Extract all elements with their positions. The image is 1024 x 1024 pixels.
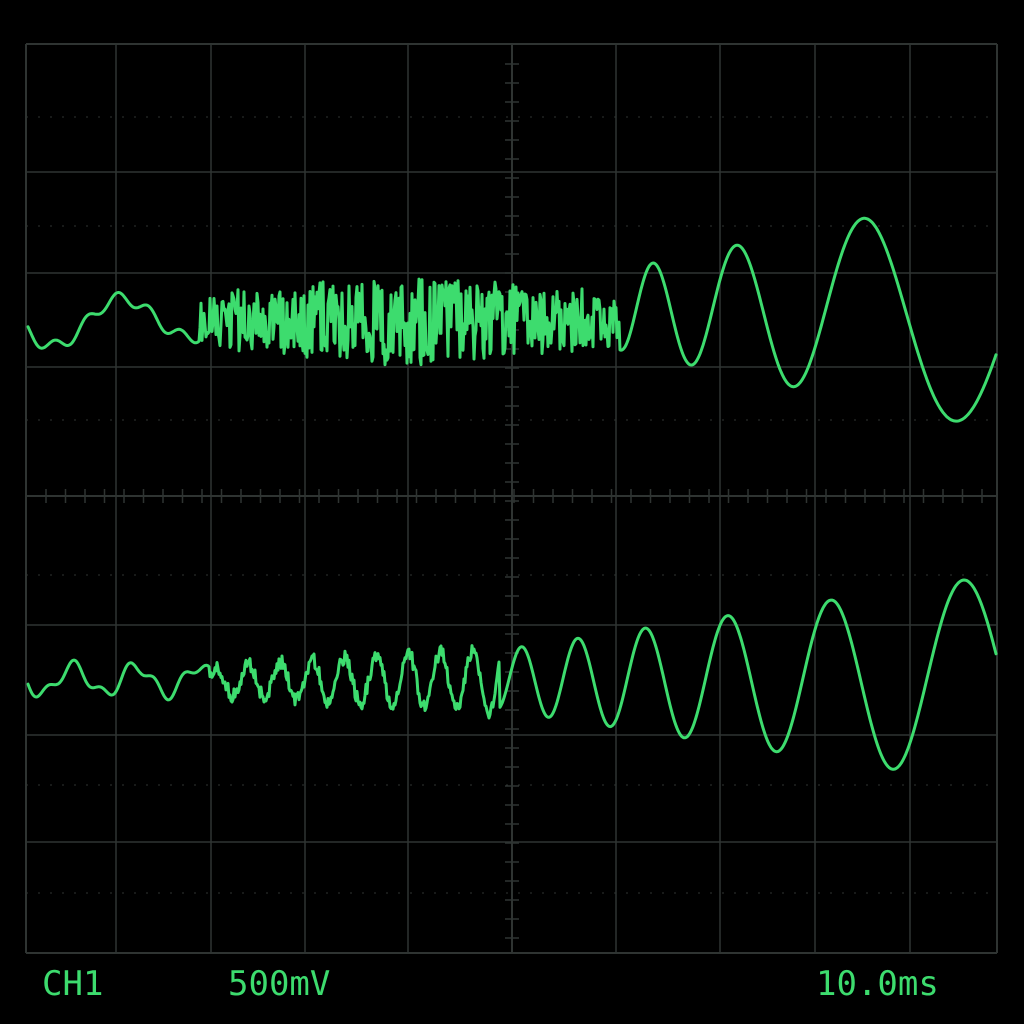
- graticule-grid: [25, 43, 998, 954]
- lower-trace: [26, 578, 998, 771]
- volts-per-div-readout: 500mV: [228, 964, 331, 1004]
- graticule-ticks: [45, 63, 983, 939]
- upper-trace: [26, 216, 998, 423]
- time-per-div-readout: 10.0ms: [816, 964, 939, 1004]
- channel-readout: CH1: [42, 964, 104, 1004]
